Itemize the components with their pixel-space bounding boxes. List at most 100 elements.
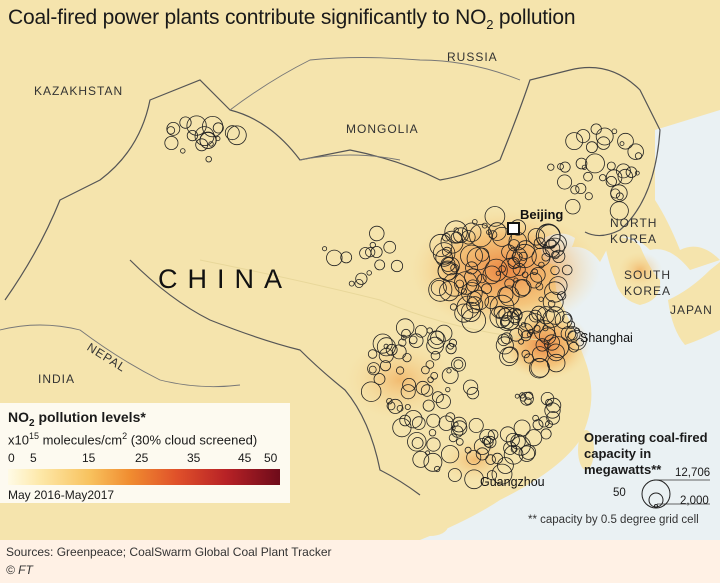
power-plant-circle (385, 343, 398, 356)
power-plant-circle (392, 417, 412, 438)
power-plant-circle (466, 291, 482, 307)
power-plant-circle (477, 273, 487, 284)
power-plant-circle (455, 438, 464, 446)
power-plant-circle (166, 121, 181, 136)
label-beijing: Beijing (520, 207, 564, 222)
power-plant-circle (340, 251, 353, 264)
power-plant-circle (386, 398, 393, 405)
label-china: CHINA (158, 264, 293, 294)
power-plant-circle (627, 143, 644, 160)
power-plant-circle (548, 234, 567, 253)
power-plant-circle (441, 256, 460, 276)
power-plant-circle (422, 399, 435, 412)
power-plant-circle (484, 258, 508, 282)
power-plant-circle (430, 279, 447, 296)
power-plant-circle (610, 184, 628, 202)
power-plant-circle (499, 346, 519, 367)
power-plant-circle (529, 267, 546, 283)
power-plant-circle (567, 330, 578, 341)
power-plant-circle (452, 420, 468, 436)
power-plant-circle (619, 141, 625, 147)
power-plant-circle (212, 122, 224, 134)
power-plant-circle (548, 276, 568, 296)
power-plant-circle (512, 309, 523, 321)
power-plant-circle (441, 246, 453, 257)
power-plant-circle (528, 328, 534, 335)
power-plant-circle (462, 222, 482, 243)
power-plant-circle (605, 169, 623, 186)
label-india: INDIA (38, 372, 76, 386)
power-plant-circle (366, 270, 372, 276)
power-plant-circle (227, 125, 247, 146)
power-plant-circle (387, 398, 403, 414)
power-plant-circle (441, 232, 451, 242)
power-plant-circle (481, 222, 488, 229)
capacity-legend: Operating coal-fired capacity in megawat… (560, 430, 720, 520)
legend-tick: 50 (264, 451, 278, 465)
power-plant-circle (617, 168, 634, 185)
power-plant-circle (402, 352, 412, 363)
power-plant-circle (460, 288, 467, 295)
power-plant-circle (524, 313, 545, 334)
power-plant-circle (440, 445, 460, 464)
capacity-value-max: 12,706 (675, 467, 711, 479)
power-plant-circle (453, 227, 469, 244)
sources: Sources: Greenpeace; CoalSwarm Global Co… (6, 545, 332, 559)
power-plant-circle (546, 306, 565, 325)
power-plant-circle (498, 285, 520, 307)
power-plant-circle (461, 308, 487, 333)
label-north-korea-2: KOREA (610, 232, 658, 246)
power-plant-circle (432, 242, 456, 265)
power-plant-circle (468, 417, 484, 433)
label-japan: JAPAN (670, 303, 713, 317)
power-plant-circle (485, 454, 496, 465)
power-plant-circle (575, 338, 584, 347)
power-plant-circle (564, 326, 581, 342)
power-plant-circle (430, 350, 441, 361)
capacity-legend-circles (641, 479, 710, 509)
river (199, 259, 541, 341)
power-plant-circle (437, 261, 457, 281)
power-plant-circle (527, 228, 546, 246)
power-plant-circle (444, 220, 468, 244)
power-plant-circle (489, 305, 512, 329)
power-plant-circle (519, 392, 526, 399)
no2-legend-period: May 2016-May2017 (8, 488, 115, 502)
power-plant-circle (435, 393, 451, 409)
power-plant-circle (544, 342, 551, 349)
power-plant-circle (541, 252, 551, 262)
power-plant-circle (514, 279, 532, 296)
power-plant-circle (486, 470, 498, 481)
power-plant-circle (497, 286, 514, 303)
power-plant-circle (512, 243, 537, 269)
power-plant-circle (500, 311, 520, 331)
power-plant-circle (429, 233, 453, 257)
power-plant-circle (427, 376, 434, 383)
power-plant-circle (535, 282, 544, 291)
power-plant-circle (428, 429, 437, 437)
power-plant-circle (581, 164, 588, 170)
power-plant-circle (565, 198, 581, 215)
power-plant-circle (483, 437, 494, 448)
power-plant-circle (430, 330, 445, 345)
power-plant-circle (521, 322, 527, 328)
power-plant-circle (509, 327, 523, 342)
power-plant-circle (518, 445, 536, 462)
power-plant-circle (426, 437, 441, 452)
power-plant-circle (404, 403, 411, 410)
power-plant-circle (575, 182, 587, 194)
power-plant-circle (495, 336, 514, 355)
power-plant-circle (513, 419, 531, 437)
power-plant-circle (554, 311, 573, 330)
sea-area (420, 236, 720, 540)
power-plant-circle (322, 246, 328, 252)
power-plant-circle (521, 271, 529, 278)
power-plant-circle (584, 192, 593, 201)
power-plant-circle (365, 247, 376, 258)
power-plant-circle (369, 225, 385, 242)
power-plant-circle (412, 450, 430, 468)
power-plant-circle (208, 141, 214, 147)
power-plant-circle (531, 247, 551, 267)
power-plant-circle (511, 251, 523, 263)
power-plant-circle (460, 244, 483, 268)
